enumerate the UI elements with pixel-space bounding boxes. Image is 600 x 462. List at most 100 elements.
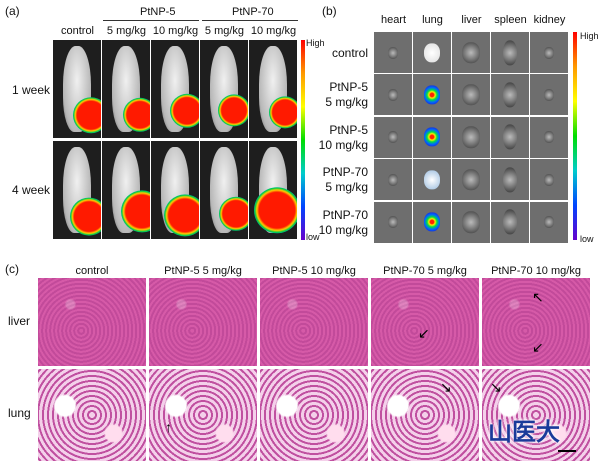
organ-image	[491, 159, 529, 201]
organ-tissue	[424, 212, 440, 232]
histology-image	[371, 278, 479, 366]
organ-image	[374, 32, 412, 73]
row-label: 1 week	[12, 83, 51, 97]
column-header: control	[75, 265, 109, 277]
organ-tissue	[503, 209, 517, 235]
organ-image	[530, 159, 568, 201]
column-header: 10 mg/kg	[152, 25, 199, 37]
tumor-signal	[73, 97, 101, 134]
organ-image	[491, 116, 529, 158]
tumor-signal	[121, 190, 150, 233]
organ-image	[413, 74, 451, 116]
row-label-line2: 10 mg/kg	[318, 222, 368, 237]
organ-image	[491, 74, 529, 116]
column-header: control	[60, 25, 95, 37]
panel-c-label: (c)	[5, 262, 19, 276]
organ-tissue	[424, 170, 440, 190]
colorbar-b-high: High	[580, 31, 599, 41]
mouse-image	[102, 141, 150, 239]
column-header: PtNP-5 10 mg/kg	[272, 265, 356, 277]
mouse-image	[102, 40, 150, 138]
histology-image	[260, 278, 368, 366]
organ-image	[530, 116, 568, 158]
row-label-line1: PtNP-70	[322, 165, 368, 180]
organ-tissue	[388, 131, 398, 144]
arrow-annotation: ↑	[165, 419, 172, 435]
arrow-annotation: ↙	[418, 325, 430, 341]
colorbar-b	[573, 32, 577, 240]
histology-image	[149, 278, 257, 366]
organ-tissue	[544, 46, 554, 59]
row-label-line1: PtNP-70	[322, 207, 368, 222]
histology-image	[38, 278, 146, 366]
organ-tissue	[544, 216, 554, 229]
histology-image	[260, 369, 368, 461]
mouse-image	[249, 40, 297, 138]
column-header: 5 mg/kg	[204, 25, 245, 37]
mouse-image	[249, 141, 297, 239]
histology-image	[482, 369, 590, 461]
organ-tissue	[424, 85, 440, 105]
histology-image	[149, 369, 257, 461]
column-header: lung	[422, 14, 443, 26]
organ-tissue	[462, 211, 480, 233]
mouse-image	[151, 40, 199, 138]
panel-b-label: (b)	[322, 4, 337, 18]
column-header: 10 mg/kg	[250, 25, 297, 37]
colorbar-b-low: low	[580, 234, 594, 244]
arrow-annotation: ↖	[532, 289, 544, 305]
mouse-image	[53, 40, 101, 138]
arrow-annotation: ↘	[440, 379, 452, 395]
organ-tissue	[388, 46, 398, 59]
histology-image	[371, 369, 479, 461]
group-divider	[103, 20, 199, 21]
organ-image	[413, 32, 451, 73]
organ-image	[452, 32, 490, 73]
column-header: 5 mg/kg	[106, 25, 147, 37]
organ-tissue	[462, 168, 480, 191]
organ-tissue	[424, 127, 440, 147]
organ-tissue	[544, 131, 554, 144]
mouse-image	[53, 141, 101, 239]
organ-image	[374, 74, 412, 116]
row-label-line2: 5 mg/kg	[325, 180, 368, 195]
tumor-signal	[70, 197, 101, 236]
organ-image	[374, 201, 412, 243]
tumor-signal	[219, 196, 248, 231]
colorbar-a-low: low	[306, 232, 320, 242]
panel-a-label: (a)	[5, 4, 20, 18]
row-label: 4 week	[12, 183, 51, 197]
organ-tissue	[544, 88, 554, 101]
organ-tissue	[544, 173, 554, 186]
organ-image	[374, 116, 412, 158]
colorbar-a-high: High	[306, 38, 325, 48]
organ-image	[452, 116, 490, 158]
organ-image	[413, 201, 451, 243]
arrow-annotation: ↙	[532, 339, 544, 355]
organ-tissue	[503, 124, 517, 150]
tumor-signal	[123, 97, 150, 132]
arrow-annotation: ↘	[490, 379, 502, 395]
organ-image	[452, 201, 490, 243]
organ-image	[452, 159, 490, 201]
row-label: liver	[8, 314, 31, 328]
organ-image	[491, 201, 529, 243]
tumor-signal	[254, 187, 297, 234]
organ-tissue	[462, 41, 480, 64]
organ-tissue	[503, 82, 517, 108]
histology-image	[38, 369, 146, 461]
tumor-signal	[269, 96, 297, 129]
organ-tissue	[388, 88, 398, 101]
scale-bar	[558, 450, 576, 452]
mouse-image	[200, 141, 248, 239]
organ-image	[452, 74, 490, 116]
row-label: lung	[8, 406, 31, 420]
group-divider	[202, 20, 298, 21]
row-label-line1: PtNP-5	[329, 80, 368, 95]
tumor-signal	[170, 93, 199, 128]
column-header: heart	[380, 14, 407, 26]
column-header: kidney	[533, 14, 566, 26]
organ-image	[413, 116, 451, 158]
organ-tissue	[388, 216, 398, 229]
organ-tissue	[503, 39, 517, 66]
